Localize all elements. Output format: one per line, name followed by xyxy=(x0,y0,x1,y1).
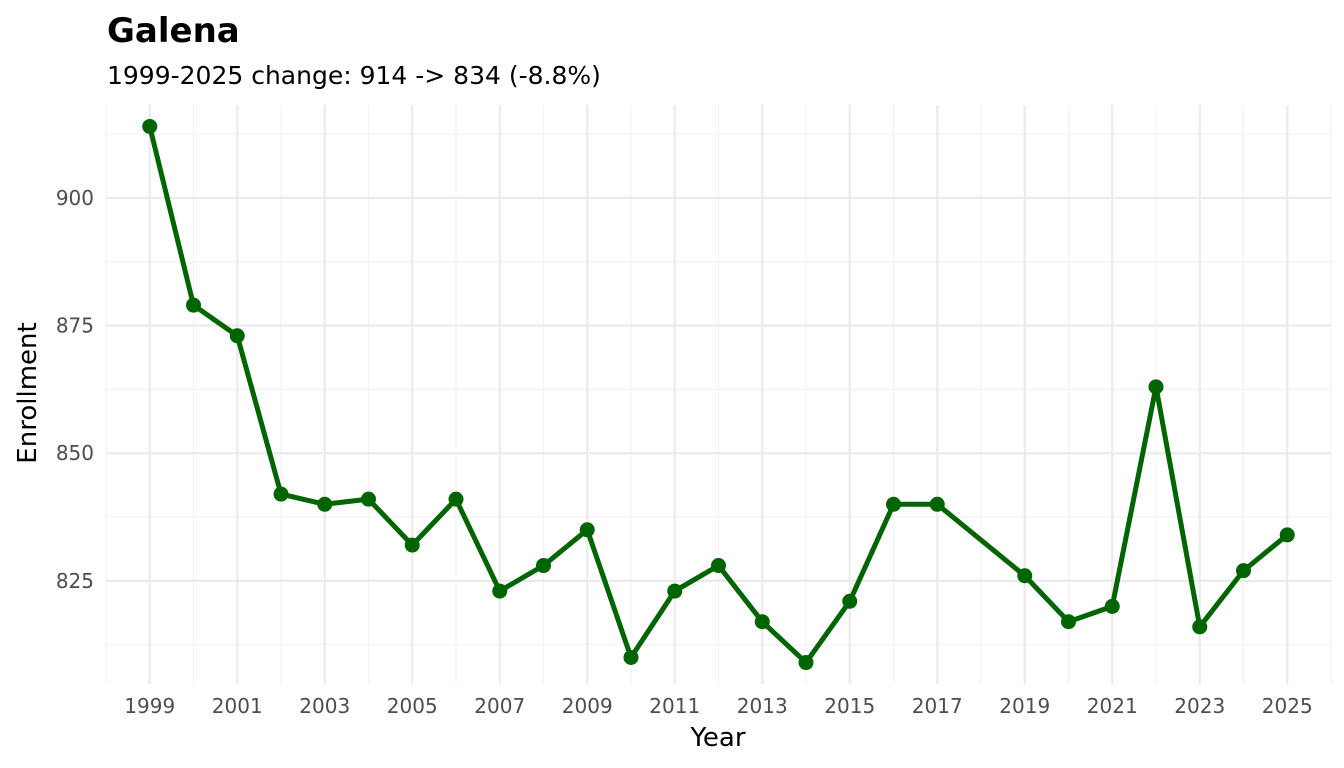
x-tick-label: 2015 xyxy=(824,694,875,718)
data-point xyxy=(142,118,158,134)
y-axis-title: Enrollment xyxy=(13,322,43,463)
data-point xyxy=(1017,568,1033,584)
x-tick-label: 2001 xyxy=(212,694,263,718)
data-point xyxy=(667,583,683,599)
x-tick-label: 2003 xyxy=(299,694,350,718)
data-point xyxy=(798,655,814,671)
data-point xyxy=(1279,527,1295,543)
data-point xyxy=(317,496,333,512)
data-point xyxy=(1236,563,1251,579)
data-point xyxy=(361,491,376,507)
data-point xyxy=(754,614,770,630)
x-tick-label: 2021 xyxy=(1087,694,1138,718)
x-axis-title: Year xyxy=(689,723,745,753)
data-point xyxy=(1148,379,1164,395)
x-tick-label: 2017 xyxy=(912,694,963,718)
data-point xyxy=(623,649,639,665)
data-point xyxy=(448,491,464,507)
data-point xyxy=(229,328,245,344)
x-tick-label: 2019 xyxy=(999,694,1050,718)
data-point xyxy=(1192,619,1208,635)
data-point xyxy=(492,583,508,599)
grid xyxy=(105,105,1332,684)
data-point xyxy=(579,522,595,538)
x-tick-label: 2025 xyxy=(1262,694,1313,718)
x-tick-label: 2023 xyxy=(1174,694,1225,718)
data-point xyxy=(711,558,726,574)
chart-subtitle: 1999-2025 change: 914 -> 834 (-8.8%) xyxy=(107,61,601,90)
x-tick-label: 2013 xyxy=(737,694,788,718)
y-tick-label: 900 xyxy=(56,186,94,210)
y-tick-label: 825 xyxy=(56,569,94,593)
data-point xyxy=(1104,598,1120,614)
data-point xyxy=(842,593,858,609)
x-tick-label: 2007 xyxy=(474,694,525,718)
y-axis-ticks: 825 850 875 900 xyxy=(56,186,94,593)
y-tick-label: 875 xyxy=(56,314,94,338)
x-tick-label: 2011 xyxy=(649,694,700,718)
data-point xyxy=(886,496,901,512)
series-layer xyxy=(142,118,1295,671)
chart-title: Galena xyxy=(107,11,240,51)
data-point xyxy=(404,537,420,553)
y-tick-label: 850 xyxy=(56,441,94,465)
x-tick-label: 2005 xyxy=(387,694,438,718)
x-tick-label: 1999 xyxy=(124,694,175,718)
x-tick-label: 2009 xyxy=(562,694,613,718)
data-point xyxy=(536,558,551,574)
x-axis-ticks: 1999 2001 2003 2005 2007 2009 2011 2013 2015 2017… xyxy=(124,694,1312,718)
data-point xyxy=(273,486,289,502)
data-point xyxy=(186,297,201,313)
data-point xyxy=(1061,614,1076,630)
data-point xyxy=(929,496,945,512)
